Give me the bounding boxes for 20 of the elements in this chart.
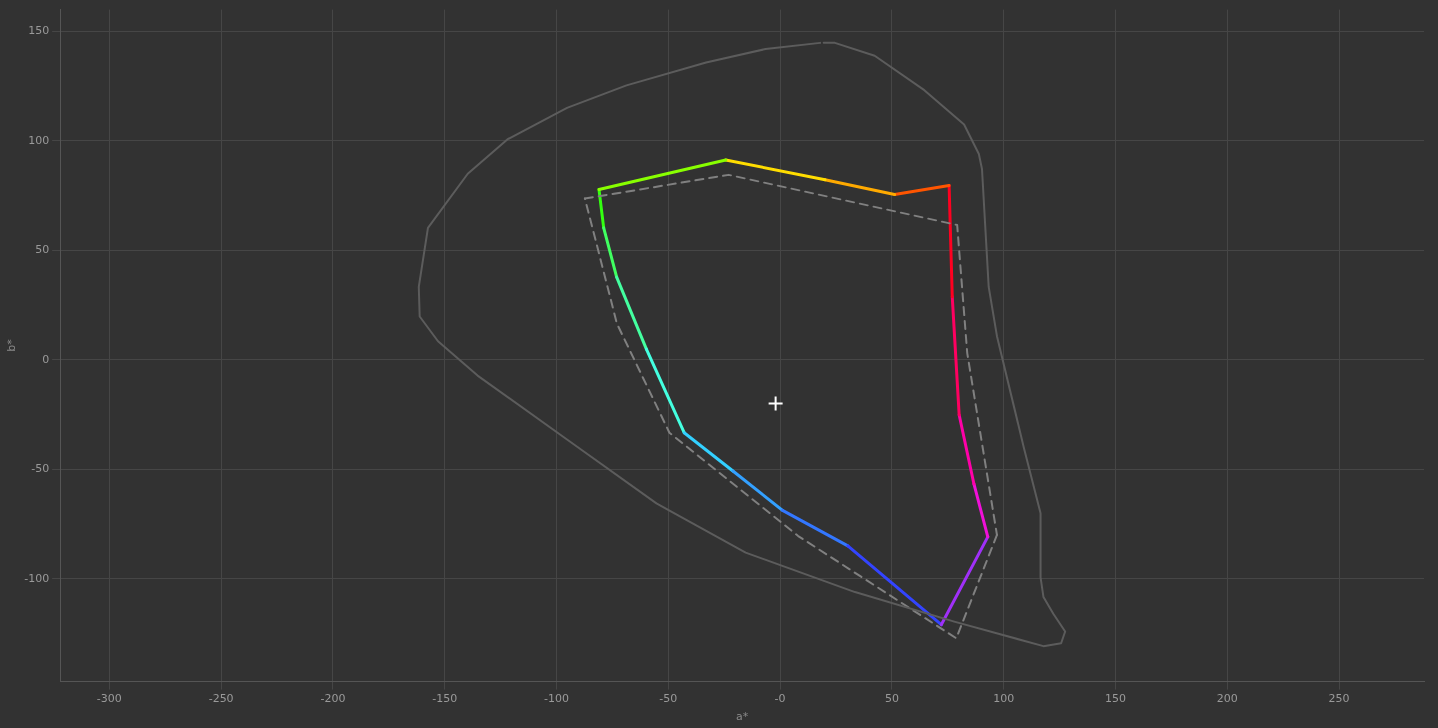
y-tick-label: 100 bbox=[28, 133, 50, 147]
x-tick-label: 200 bbox=[1216, 692, 1238, 706]
x-tick-label: -50 bbox=[659, 692, 678, 706]
x-tick-label: -100 bbox=[544, 692, 569, 706]
y-axis-title: b* bbox=[5, 338, 19, 352]
x-tick-label: 150 bbox=[1104, 692, 1126, 706]
y-tick-label: 50 bbox=[35, 243, 50, 257]
y-tick-label: 0 bbox=[42, 352, 50, 366]
x-tick-label: -250 bbox=[208, 692, 234, 706]
x-tick-label: 50 bbox=[884, 692, 899, 706]
y-tick-label: 150 bbox=[28, 24, 50, 38]
x-tick-label: -0 bbox=[774, 692, 786, 706]
y-tick-label: -50 bbox=[31, 462, 50, 476]
y-tick-label: -100 bbox=[24, 571, 50, 585]
x-tick-label: 250 bbox=[1328, 692, 1350, 706]
x-tick-label: -200 bbox=[320, 692, 346, 706]
x-axis-title: a* bbox=[735, 710, 749, 724]
x-tick-label: -300 bbox=[96, 692, 122, 706]
x-tick-label: -150 bbox=[432, 692, 458, 706]
x-tick-label: 100 bbox=[993, 692, 1015, 706]
